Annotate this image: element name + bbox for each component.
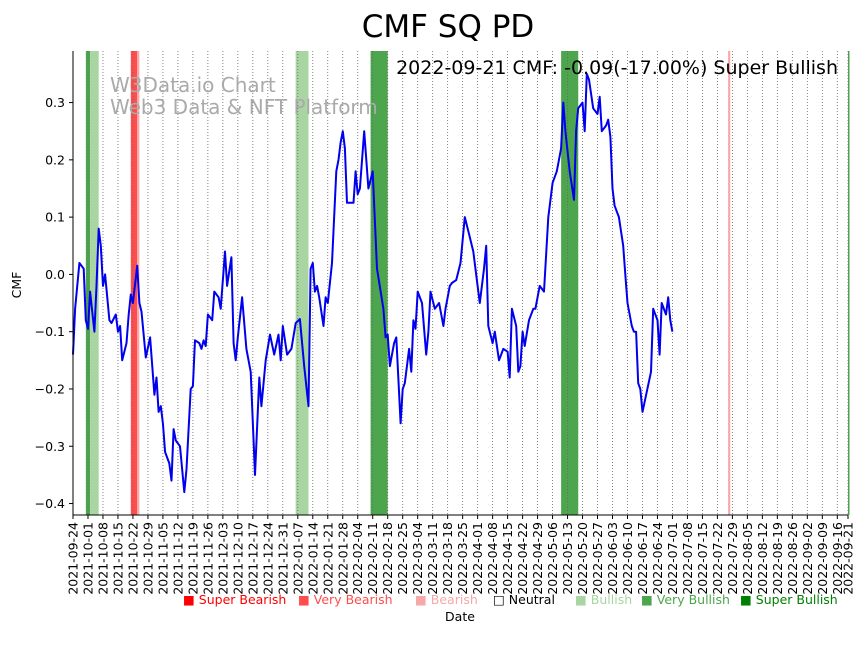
- signal-band-8: [848, 51, 850, 515]
- x-tick-label: 2022-07-01: [665, 522, 680, 595]
- signal-band-4: [295, 51, 309, 515]
- cmf-series-line: [72, 72, 674, 494]
- x-tick-label: 2021-11-26: [200, 522, 215, 595]
- y-tick-label: −0.2: [35, 381, 65, 396]
- y-axis-label: CMF: [9, 272, 24, 299]
- x-tick-label: 2022-01-07: [290, 522, 305, 595]
- x-tick-label: 2022-07-22: [710, 522, 725, 595]
- x-tick-label: 2022-06-24: [650, 522, 665, 595]
- x-axis-label: Date: [445, 609, 475, 624]
- x-tick-label: 2021-12-10: [230, 522, 245, 595]
- x-tick-label: 2022-05-27: [590, 522, 605, 595]
- watermark-line-2: Web3 Data & NFT Platform: [110, 95, 378, 119]
- x-tick-label: 2022-02-04: [350, 522, 365, 595]
- x-tick-label: 2021-12-31: [275, 522, 290, 595]
- axes: [72, 51, 848, 516]
- x-tick-label: 2021-11-19: [185, 522, 200, 595]
- x-tick-label: 2022-09-21: [841, 522, 856, 595]
- x-tick-label: 2022-04-08: [485, 522, 500, 595]
- x-tick-label: 2022-03-25: [455, 522, 470, 595]
- y-tick-label: −0.4: [35, 496, 65, 511]
- x-tick-label: 2022-09-09: [815, 522, 830, 595]
- signal-band-6: [561, 51, 579, 515]
- watermark-line-1: W3Data.io Chart: [110, 73, 276, 97]
- x-tick-label: 2021-10-08: [96, 522, 111, 595]
- x-tick-label: 2022-08-05: [740, 522, 755, 595]
- x-tick-label: 2022-04-29: [530, 522, 545, 595]
- x-tick-label: 2022-07-08: [680, 522, 695, 595]
- signal-legend: ■ Super Bearish ■ Very Bearish ■ Bearish □ …: [183, 592, 853, 610]
- date-gridlines: [72, 51, 849, 515]
- x-tick-label: 2021-11-12: [170, 522, 185, 595]
- x-tick-label: 2022-08-12: [755, 522, 770, 595]
- x-tick-label: 2022-06-17: [635, 522, 650, 595]
- x-tick-label: 2022-03-04: [410, 522, 425, 595]
- x-axis-ticks: 2021-09-24 2021-10-01 2021-10-08 2021-10-15…: [66, 515, 856, 595]
- x-tick-label: 2022-08-19: [770, 522, 785, 595]
- x-tick-label: 2022-06-10: [620, 522, 635, 595]
- x-tick-label: 2022-02-18: [380, 522, 395, 595]
- latest-value-annotation: 2022-09-21 CMF: -0.09(-17.00%) Super Bul…: [396, 57, 838, 79]
- chart-title: CMF SQ PD: [362, 9, 535, 45]
- x-tick-label: 2021-10-22: [125, 522, 140, 595]
- x-tick-label: 2022-05-13: [560, 522, 575, 595]
- x-tick-label: 2022-08-26: [785, 522, 800, 595]
- y-tick-label: 0.0: [45, 267, 65, 282]
- x-tick-label: 2022-01-28: [335, 522, 350, 595]
- x-tick-label: 2022-03-11: [425, 522, 440, 595]
- signal-band-7: [728, 51, 731, 515]
- x-tick-label: 2022-02-25: [395, 522, 410, 595]
- x-tick-label: 2022-04-22: [515, 522, 530, 595]
- legend-item-neutral: □ Neutral: [493, 592, 555, 607]
- x-tick-label: 2022-09-16: [830, 522, 845, 595]
- x-tick-label: 2021-12-24: [260, 522, 275, 595]
- x-tick-label: 2022-05-06: [545, 522, 560, 595]
- y-tick-label: 0.3: [45, 95, 65, 110]
- x-tick-label: 2022-07-29: [725, 522, 740, 595]
- signal-bands: [85, 51, 850, 515]
- x-tick-label: 2022-05-20: [575, 522, 590, 595]
- x-tick-label: 2022-09-02: [800, 522, 815, 595]
- legend-item-very-bullish: ■ Very Bullish: [641, 592, 730, 607]
- x-tick-label: 2021-12-03: [215, 522, 230, 595]
- x-tick-label: 2021-11-05: [155, 522, 170, 595]
- legend-item-bearish: ■ Bearish: [415, 592, 478, 607]
- x-tick-label: 2022-04-01: [470, 522, 485, 595]
- legend-item-bullish: ■ Bullish: [575, 592, 633, 607]
- x-tick-label: 2022-01-14: [305, 522, 320, 595]
- legend-item-very-bearish: ■ Very Bearish: [298, 592, 393, 607]
- legend-item-super-bearish: ■ Super Bearish: [183, 592, 287, 607]
- signal-band-2: [130, 51, 138, 515]
- x-tick-label: 2022-03-18: [440, 522, 455, 595]
- x-tick-label: 2022-02-11: [365, 522, 380, 595]
- x-tick-label: 2022-04-15: [500, 522, 515, 595]
- x-tick-label: 2021-10-29: [140, 522, 155, 595]
- x-tick-label: 2022-06-03: [605, 522, 620, 595]
- y-tick-label: −0.3: [35, 439, 65, 454]
- y-tick-label: 0.1: [45, 210, 65, 225]
- x-tick-label: 2021-10-15: [111, 522, 126, 595]
- x-tick-label: 2022-01-21: [320, 522, 335, 595]
- x-tick-label: 2021-09-24: [66, 522, 81, 595]
- x-tick-label: 2022-07-15: [695, 522, 710, 595]
- legend-item-super-bullish: ■ Super Bullish: [740, 592, 838, 607]
- x-tick-label: 2021-10-01: [81, 522, 96, 595]
- signal-band-1: [90, 51, 99, 515]
- y-tick-label: −0.1: [35, 324, 65, 339]
- y-tick-label: 0.2: [45, 152, 65, 167]
- x-tick-label: 2021-12-17: [245, 522, 260, 595]
- y-axis-ticks: −0.4 −0.3 −0.2 −0.1 0.0 0.1 0.2 0.3: [35, 95, 73, 511]
